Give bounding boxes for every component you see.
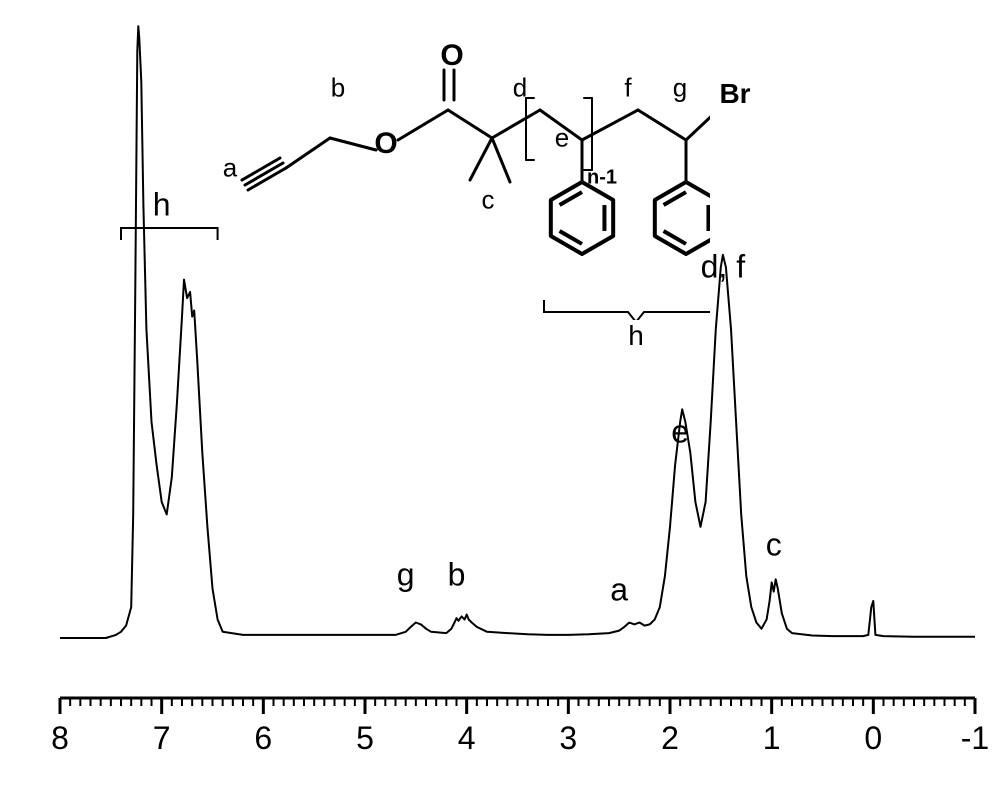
peak-label-c: c — [766, 527, 782, 564]
figure-container: 876543210-1hgbaed, fcabOOdefgBrcn-1h — [0, 0, 1000, 796]
structure-svg — [230, 40, 710, 320]
x-tick-label: 4 — [458, 720, 476, 757]
x-tick-label: 3 — [559, 720, 577, 757]
x-tick-label: 8 — [51, 720, 69, 757]
structure-label-h: h — [628, 320, 644, 352]
chemical-structure — [230, 40, 710, 320]
peak-label-e: e — [671, 414, 689, 451]
structure-label-Br: Br — [719, 78, 750, 110]
x-tick-label: -1 — [961, 720, 989, 757]
x-tick-label: 1 — [763, 720, 781, 757]
peak-label-a: a — [610, 572, 628, 609]
peak-label-g: g — [397, 557, 415, 594]
x-tick-label: 7 — [153, 720, 171, 757]
peak-label-h: h — [153, 187, 171, 224]
x-tick-label: 6 — [254, 720, 272, 757]
peak-label-b: b — [448, 557, 466, 594]
x-tick-label: 2 — [661, 720, 679, 757]
x-tick-label: 5 — [356, 720, 374, 757]
x-tick-label: 0 — [864, 720, 882, 757]
